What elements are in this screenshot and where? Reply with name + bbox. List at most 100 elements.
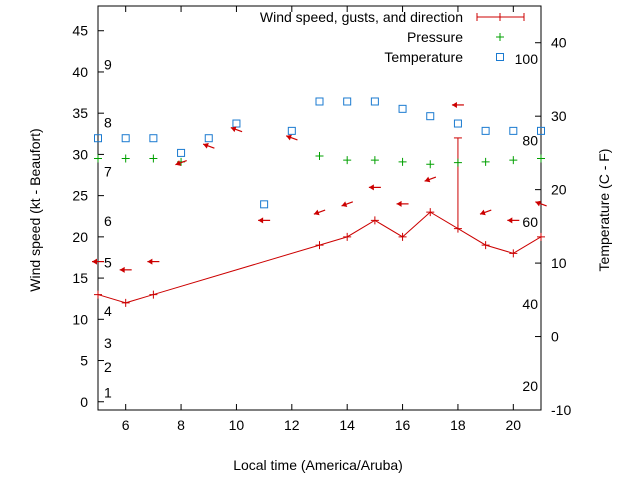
wind-direction-arrow-head xyxy=(341,201,348,208)
fahrenheit-label: 20 xyxy=(522,378,538,394)
y2-tick-label: 30 xyxy=(551,108,567,124)
series-layer xyxy=(92,97,547,307)
temperature-point xyxy=(509,126,518,135)
beaufort-label: 1 xyxy=(104,385,112,401)
wind-direction-arrow xyxy=(451,101,464,108)
y2-tick-label: 40 xyxy=(551,35,567,51)
temperature-point xyxy=(453,119,462,128)
y-tick-label: 15 xyxy=(72,270,88,286)
wind-direction-arrow-head xyxy=(147,258,153,265)
temperature-point xyxy=(232,119,241,128)
x-tick-label: 8 xyxy=(177,417,185,433)
wind-direction-arrow xyxy=(202,143,215,149)
wind-direction-arrow xyxy=(424,176,437,183)
wind-direction-arrow-head xyxy=(507,217,513,224)
wind-direction-arrow-head xyxy=(230,126,237,133)
temperature-point xyxy=(260,200,269,209)
legend-sample-pressure xyxy=(496,33,504,41)
y-tick-label: 5 xyxy=(80,353,88,369)
wind-direction-arrow xyxy=(507,217,520,224)
pressure-point xyxy=(453,158,462,167)
beaufort-label: 7 xyxy=(104,164,112,180)
fahrenheit-label: 60 xyxy=(522,214,538,230)
y-tick-label: 0 xyxy=(80,394,88,410)
wind-direction-arrow xyxy=(92,258,104,265)
temperature-point xyxy=(398,104,407,113)
wind-direction-arrow-head xyxy=(258,217,264,224)
wind-speed-point xyxy=(121,298,130,307)
pressure-point xyxy=(370,156,379,165)
y2-axis-title: Temperature (C - F) xyxy=(596,149,612,272)
wind-direction-arrow-head xyxy=(396,200,402,207)
y-tick-label: 35 xyxy=(72,105,88,121)
wind-direction-arrow xyxy=(175,160,187,166)
wind-direction-arrow xyxy=(368,184,381,191)
fahrenheit-label: 40 xyxy=(522,296,538,312)
beaufort-label: 2 xyxy=(104,359,112,375)
wind-speed-point xyxy=(426,208,435,217)
pressure-point xyxy=(121,154,130,163)
y2-tick-label: -10 xyxy=(551,402,571,418)
wind-direction-arrow-head xyxy=(424,176,431,183)
wind-direction-arrow-head xyxy=(92,258,97,265)
y2-tick-label: 0 xyxy=(551,329,559,345)
temperature-point xyxy=(204,134,213,143)
wind-direction-arrow-head xyxy=(368,184,374,191)
y-axis-title: Wind speed (kt - Beaufort) xyxy=(27,128,43,291)
wind-speed-point xyxy=(370,216,379,225)
x-tick-label: 12 xyxy=(284,417,300,433)
fahrenheit-label: 80 xyxy=(522,132,538,148)
wind-direction-arrow xyxy=(285,134,298,141)
wind-direction-arrow-head xyxy=(203,143,209,149)
pressure-point xyxy=(315,152,324,161)
wind-direction-arrow xyxy=(119,266,132,273)
beaufort-label: 5 xyxy=(104,254,112,270)
beaufort-label: 4 xyxy=(104,303,112,319)
pressure-point xyxy=(509,156,518,165)
wind-speed-point xyxy=(149,290,158,299)
legend: Wind speed, gusts, and direction Pressur… xyxy=(260,9,525,65)
y-tick-label: 30 xyxy=(72,146,88,162)
temperature-point xyxy=(537,126,545,135)
wind-speed-point xyxy=(315,241,324,250)
labels-layer: Local time (America/Aruba) Wind speed (k… xyxy=(27,51,612,473)
beaufort-label: 8 xyxy=(104,114,112,130)
axes-layer: 6 8 10 12 14 16 18 20051015202530354045-1001020… xyxy=(72,5,571,433)
wind-direction-arrow xyxy=(313,209,326,216)
wind-direction-arrow xyxy=(147,258,160,265)
wind-direction-arrow-head xyxy=(479,209,486,216)
legend-sample-wind-mark xyxy=(496,13,504,21)
wind-direction-arrow xyxy=(396,200,409,207)
wind-direction-arrow-head xyxy=(451,101,457,108)
wind-direction-arrow xyxy=(258,217,271,224)
temperature-point xyxy=(481,126,490,135)
wind-speed-point xyxy=(343,232,352,241)
x-tick-label: 6 xyxy=(122,417,130,433)
y-tick-label: 40 xyxy=(72,64,88,80)
pressure-point xyxy=(149,154,158,163)
wind-direction-arrow-head xyxy=(313,209,320,216)
temperature-point xyxy=(370,97,379,106)
x-tick-label: 14 xyxy=(339,417,355,433)
wind-speed-point xyxy=(481,241,490,250)
beaufort-label: 3 xyxy=(104,335,112,351)
temperature-point xyxy=(426,112,435,121)
wind-direction-arrow xyxy=(341,201,354,208)
pressure-point xyxy=(94,154,102,163)
pressure-point xyxy=(481,157,490,166)
temperature-point xyxy=(315,97,324,106)
pressure-point xyxy=(537,154,545,163)
y-tick-label: 20 xyxy=(72,229,88,245)
legend-label-pressure: Pressure xyxy=(407,29,463,45)
temperature-point xyxy=(343,97,352,106)
wind-direction-arrow xyxy=(535,200,547,207)
legend-label-temperature: Temperature xyxy=(384,49,463,65)
x-tick-label: 16 xyxy=(395,417,411,433)
y2-tick-label: 20 xyxy=(551,182,567,198)
fahrenheit-label: 100 xyxy=(515,51,539,67)
wind-direction-arrow-head xyxy=(119,266,125,273)
x-tick-label: 10 xyxy=(229,417,245,433)
wind-direction-arrow xyxy=(479,209,492,216)
x-tick-label: 18 xyxy=(450,417,466,433)
